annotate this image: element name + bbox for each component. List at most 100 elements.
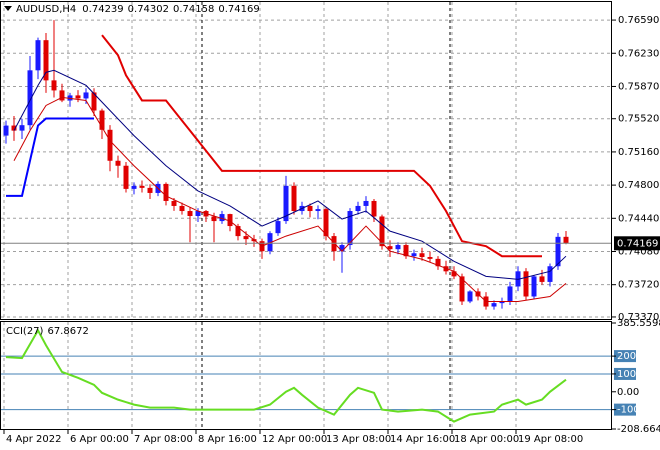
- y-tick-label: -208.6649: [617, 424, 660, 435]
- candle-body: [283, 185, 289, 222]
- candle-body: [131, 185, 137, 189]
- candle-body: [219, 214, 225, 222]
- candle-body: [499, 301, 505, 304]
- overlay-line: [6, 117, 94, 197]
- candle-body: [123, 165, 129, 189]
- candle-body: [531, 276, 537, 297]
- candle-body: [435, 258, 441, 267]
- x-tick-label: 6 Apr 00:00: [70, 434, 129, 445]
- open: 0.74239: [82, 4, 123, 15]
- candle-body: [211, 216, 217, 222]
- candle-body: [507, 286, 513, 302]
- y-tick-label: 0.73370: [618, 312, 659, 323]
- candle-body: [411, 253, 417, 257]
- candle-body: [379, 216, 385, 247]
- candle-body: [491, 303, 497, 307]
- candle-body: [315, 209, 321, 212]
- candle-body: [275, 221, 281, 234]
- candle-body: [83, 92, 89, 99]
- high: 0.74302: [128, 4, 169, 15]
- y-tick-label: 200: [617, 351, 636, 362]
- candle-body: [235, 226, 241, 237]
- candle-body: [179, 205, 185, 212]
- candle-body: [43, 40, 49, 81]
- indicator-line: [5, 328, 567, 423]
- candle-body: [523, 271, 529, 297]
- grid-layer: [1, 2, 612, 429]
- candle-body: [243, 236, 249, 240]
- candle-body: [547, 266, 553, 282]
- y-tick-label: 385.5598: [617, 318, 660, 329]
- candle-body: [11, 125, 17, 131]
- x-tick-label: 7 Apr 08:00: [134, 434, 193, 445]
- y-tick-label: -100: [617, 405, 640, 416]
- y-tick-label: 0.75160: [618, 147, 659, 158]
- candle-body: [451, 271, 457, 277]
- candle-body: [363, 200, 369, 206]
- x-tick-label: 18 Apr 00:00: [454, 434, 519, 445]
- candle-body: [139, 185, 145, 188]
- candle-body: [307, 205, 313, 212]
- close: 0.74169: [218, 4, 259, 15]
- indicator-header: CCI(27) 67.8672: [6, 326, 89, 337]
- main-frame: [0, 1, 612, 320]
- indicator-name: CCI(27): [6, 326, 44, 337]
- candle-body: [467, 291, 473, 302]
- candle-body: [419, 253, 425, 258]
- overlay-line: [13, 69, 567, 280]
- candle-body: [171, 200, 177, 206]
- menu-arrow[interactable]: [4, 6, 12, 11]
- candle-body: [91, 92, 97, 111]
- candle-body: [107, 129, 113, 161]
- x-tick-label: 19 Apr 08:00: [518, 434, 583, 445]
- candle-body: [539, 276, 545, 282]
- candle-body: [59, 90, 65, 101]
- overlay-line: [101, 34, 542, 258]
- candle-body: [355, 205, 361, 212]
- low: 0.74158: [173, 4, 214, 15]
- y-tick-label: 0.73720: [618, 280, 659, 291]
- candle-body: [347, 211, 353, 246]
- candle-body: [339, 245, 345, 252]
- y-tick-label: 0.75870: [618, 81, 659, 92]
- y-tick-label: 100: [617, 369, 636, 380]
- candle-body: [147, 187, 153, 193]
- candle-body: [291, 185, 297, 212]
- overlay-line: [13, 96, 567, 302]
- candle-body: [115, 160, 121, 166]
- candle-body: [35, 40, 41, 71]
- candle-body: [51, 80, 57, 91]
- candle-body: [195, 211, 201, 216]
- level-label-box: [614, 367, 636, 380]
- candle-body: [395, 245, 401, 250]
- symbol: AUDUSD,H4: [16, 4, 76, 15]
- chart-header: AUDUSD,H4 0.74239 0.74302 0.74158 0.74169: [16, 4, 260, 15]
- y-tick-label: 0.76590: [618, 15, 659, 26]
- y-tick-label: 0.76230: [618, 48, 659, 59]
- candle-body: [427, 257, 433, 259]
- plot-layer: [1, 20, 612, 423]
- candle-body: [187, 211, 193, 216]
- bid-label-box: [614, 236, 660, 251]
- candle-body: [563, 236, 569, 244]
- candle-body: [75, 95, 81, 99]
- y-tick-label: 0.75520: [618, 114, 659, 125]
- x-tick-label: 8 Apr 16:00: [198, 434, 257, 445]
- candle-body: [99, 110, 105, 130]
- indicator-frame: [0, 321, 612, 430]
- level-label-box: [614, 350, 636, 363]
- x-tick-label: 12 Apr 00:00: [262, 434, 327, 445]
- candle-body: [3, 125, 9, 136]
- x-tick-label: 14 Apr 16:00: [390, 434, 455, 445]
- candle-body: [323, 209, 329, 237]
- candle-body: [403, 245, 409, 257]
- y-tick-label: 0.74800: [618, 180, 659, 191]
- bid-label: 0.74169: [617, 238, 658, 249]
- x-tick-label: 4 Apr 2022: [6, 434, 61, 445]
- y-tick-label: 0.00: [617, 387, 639, 398]
- y-tick-label: 0.74440: [618, 213, 659, 224]
- candle-body: [555, 236, 561, 267]
- candle-body: [227, 214, 233, 227]
- indicator-value: 67.8672: [47, 326, 88, 337]
